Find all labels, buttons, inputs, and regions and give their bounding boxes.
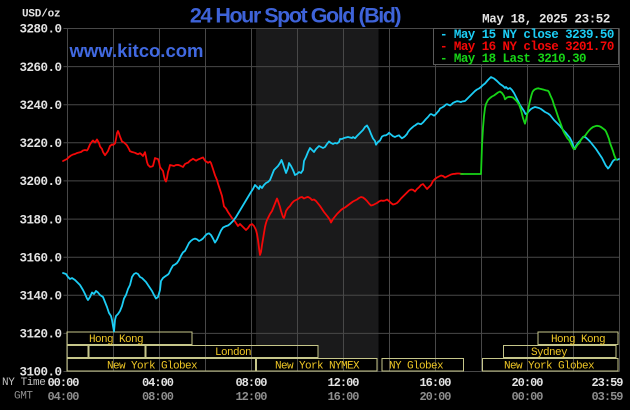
svg-text:London: London xyxy=(215,347,251,359)
svg-text:New York Globex: New York Globex xyxy=(504,361,595,373)
svg-text:NY Time: NY Time xyxy=(2,377,45,389)
svg-text:- May 18 Last 3210.30: - May 18 Last 3210.30 xyxy=(440,52,586,66)
svg-text:3220.0: 3220.0 xyxy=(19,137,61,151)
svg-text:03:59: 03:59 xyxy=(591,390,623,404)
svg-text:www.kitco.com: www.kitco.com xyxy=(69,40,204,61)
svg-text:23:59: 23:59 xyxy=(591,376,623,390)
svg-text:NY Globex: NY Globex xyxy=(389,361,444,373)
svg-text:May 18, 2025 23:52: May 18, 2025 23:52 xyxy=(482,13,610,27)
svg-text:- May 15 NY close 3239.50: - May 15 NY close 3239.50 xyxy=(440,28,614,42)
svg-text:GMT: GMT xyxy=(14,391,33,403)
svg-text:3160.0: 3160.0 xyxy=(19,251,61,265)
svg-text:24 Hour Spot Gold (Bid): 24 Hour Spot Gold (Bid) xyxy=(190,4,402,28)
svg-text:USD/oz: USD/oz xyxy=(22,9,60,21)
svg-text:3180.0: 3180.0 xyxy=(19,213,61,227)
svg-text:08:00: 08:00 xyxy=(235,376,267,390)
svg-text:12:00: 12:00 xyxy=(327,376,359,390)
svg-text:3200.0: 3200.0 xyxy=(19,175,61,189)
svg-text:3120.0: 3120.0 xyxy=(19,328,61,342)
svg-text:Hong Kong: Hong Kong xyxy=(551,334,605,346)
svg-text:20:00: 20:00 xyxy=(419,390,451,404)
svg-text:New York NYMEX: New York NYMEX xyxy=(275,361,360,373)
svg-text:16:00: 16:00 xyxy=(327,390,359,404)
svg-text:16:00: 16:00 xyxy=(419,376,451,390)
svg-text:3260.0: 3260.0 xyxy=(19,61,61,75)
svg-text:Sydney: Sydney xyxy=(531,347,568,359)
svg-text:20:00: 20:00 xyxy=(511,376,543,390)
svg-text:08:00: 08:00 xyxy=(142,390,174,404)
svg-text:New York Globex: New York Globex xyxy=(107,361,198,373)
svg-text:00:00: 00:00 xyxy=(47,376,79,390)
svg-text:3100.0: 3100.0 xyxy=(19,366,61,380)
svg-text:04:00: 04:00 xyxy=(142,376,174,390)
svg-text:3140.0: 3140.0 xyxy=(19,290,61,304)
svg-text:12:00: 12:00 xyxy=(235,390,267,404)
svg-text:- May 16 NY close 3201.70: - May 16 NY close 3201.70 xyxy=(440,40,614,54)
svg-text:Hong Kong: Hong Kong xyxy=(89,334,143,346)
svg-text:04:00: 04:00 xyxy=(47,390,79,404)
svg-text:3280.0: 3280.0 xyxy=(19,23,61,37)
svg-text:3240.0: 3240.0 xyxy=(19,99,61,113)
svg-text:00:00: 00:00 xyxy=(511,390,543,404)
